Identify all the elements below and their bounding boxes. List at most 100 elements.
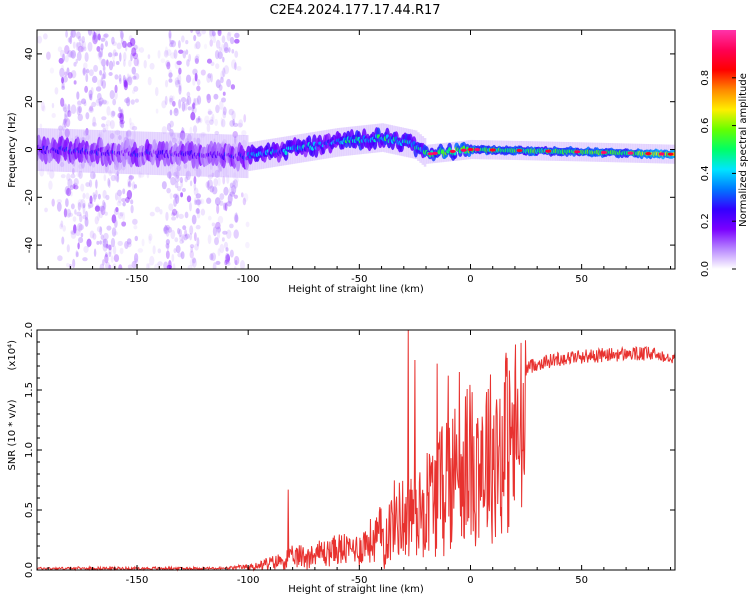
spectrogram-cell	[112, 60, 115, 67]
spectrogram-cell	[70, 30, 76, 38]
spectrogram-cell	[104, 40, 108, 47]
spectrogram-cell	[124, 79, 128, 89]
spectrogram-cell	[166, 49, 172, 57]
spectrogram-cell	[77, 100, 83, 106]
spectrogram-cell	[60, 174, 66, 179]
spectrogram-cell	[234, 135, 237, 145]
spectrogram-cell	[110, 255, 114, 263]
spectrogram-cell	[102, 259, 105, 266]
spectrogram-cell	[128, 175, 135, 180]
spectrogram-cell	[195, 193, 202, 199]
spectrogram-cell	[131, 181, 136, 191]
spectrogram-cell	[62, 225, 66, 232]
spectrogram-cell	[206, 93, 212, 104]
colorbar-tick-label: 0.0	[700, 261, 711, 277]
spectrogram-cell	[179, 176, 184, 184]
colorbar-label: Normalized spectral amplitude	[738, 73, 749, 227]
spectrogram-cell	[127, 264, 133, 269]
spectrogram-cell	[165, 60, 171, 67]
spectrogram-cell	[176, 185, 182, 192]
spectrogram-peak	[467, 147, 474, 152]
snr-y-tick-label: 0.0	[24, 562, 35, 578]
spectrogram-cell	[62, 103, 68, 113]
spectrogram-cell	[227, 31, 232, 36]
spectrogram-cell	[121, 197, 126, 203]
spectrogram-cell	[106, 244, 111, 249]
spectrogram-cell	[211, 31, 216, 37]
snr-y-tick-label: 2.0	[24, 322, 35, 338]
spectrogram-cell	[195, 53, 200, 59]
spectrogram-cell	[284, 150, 288, 156]
spectrogram-cell	[82, 257, 88, 262]
spectrogram-cell	[177, 73, 182, 84]
spectrogram-cell	[210, 61, 215, 67]
spectrogram-cell	[226, 78, 232, 88]
spectrogram-cell	[215, 221, 221, 230]
spectrogram-cell	[102, 199, 106, 208]
spectrogram-cell	[65, 118, 71, 128]
spectrogram-cell	[157, 49, 161, 59]
spectrogram-cell	[221, 237, 225, 242]
spectrogram-ticks: -150 -100 -50 0 50 -40 -20 0 20 40	[24, 30, 675, 285]
spectrogram-x-axis-label: Height of straight line (km)	[288, 284, 424, 295]
spectrogram-cell	[103, 202, 107, 210]
spectrogram-cell	[108, 264, 112, 269]
spectrogram-cell	[46, 51, 51, 61]
spectrogram-cell	[132, 52, 139, 60]
spectrogram-cell	[77, 201, 81, 211]
spectrogram-cell	[64, 110, 70, 118]
spectrogram-cell	[66, 262, 70, 268]
spectrogram-cell	[178, 82, 182, 92]
spectrogram-cell	[169, 39, 175, 45]
spectrogram-cell	[108, 244, 112, 251]
spectrogram-cell	[177, 40, 181, 49]
spectrogram-cell	[154, 86, 159, 97]
spectrogram-cell	[175, 245, 181, 254]
spectrogram-cell	[124, 42, 128, 52]
spectrogram-cell	[104, 123, 109, 132]
spectrogram-cell	[163, 50, 169, 58]
spectrogram-cell	[192, 258, 197, 268]
spectrogram-cell	[207, 234, 212, 245]
spectrogram-cell	[199, 132, 206, 138]
spectrogram-cell	[190, 30, 194, 33]
spectrogram-cell	[166, 61, 171, 70]
spectrogram-cell	[61, 65, 64, 70]
spectrogram-cell	[173, 49, 178, 59]
spectrogram-cell	[228, 108, 234, 116]
spectrogram-cell	[185, 74, 192, 84]
spectrogram-cell	[126, 42, 133, 48]
spectrogram-cell	[222, 175, 226, 185]
colorbar-tick-label: 0.6	[700, 118, 711, 134]
spectrogram-cell	[229, 120, 235, 127]
spectrogram-cell	[173, 172, 177, 177]
spectrogram-cell	[181, 101, 186, 112]
spectrogram-cell	[118, 135, 122, 141]
spectrogram-y-tick-label: -20	[24, 189, 35, 205]
spectrogram-cell	[186, 95, 192, 106]
spectrogram-cell	[117, 212, 123, 220]
spectrogram-cell	[119, 30, 124, 40]
spectrogram-cell	[116, 173, 120, 183]
spectrogram-cell	[234, 38, 240, 44]
spectrogram-cell	[212, 226, 217, 237]
spectrogram-cell	[232, 180, 236, 187]
spectrogram-cell	[69, 35, 73, 45]
spectrogram-peak	[431, 151, 438, 155]
spectrogram-cell	[77, 113, 83, 122]
spectrogram-cell	[203, 43, 208, 50]
spectrogram-cell	[123, 51, 127, 62]
spectrogram-cell	[192, 125, 198, 134]
spectrogram-cell	[195, 224, 201, 230]
spectrogram-cell	[165, 242, 170, 249]
spectrogram-cell	[196, 32, 202, 37]
spectrogram-cell	[131, 47, 137, 57]
spectrogram-cell	[112, 98, 117, 106]
spectrogram-cell	[232, 172, 237, 180]
spectrogram-cell	[60, 220, 64, 228]
spectrogram-cell	[85, 192, 90, 200]
spectrogram-cell	[185, 233, 190, 239]
spectrogram-x-tick-label: 0	[467, 274, 473, 285]
spectrogram-cell	[191, 103, 195, 113]
spectrogram-cell	[87, 41, 93, 52]
